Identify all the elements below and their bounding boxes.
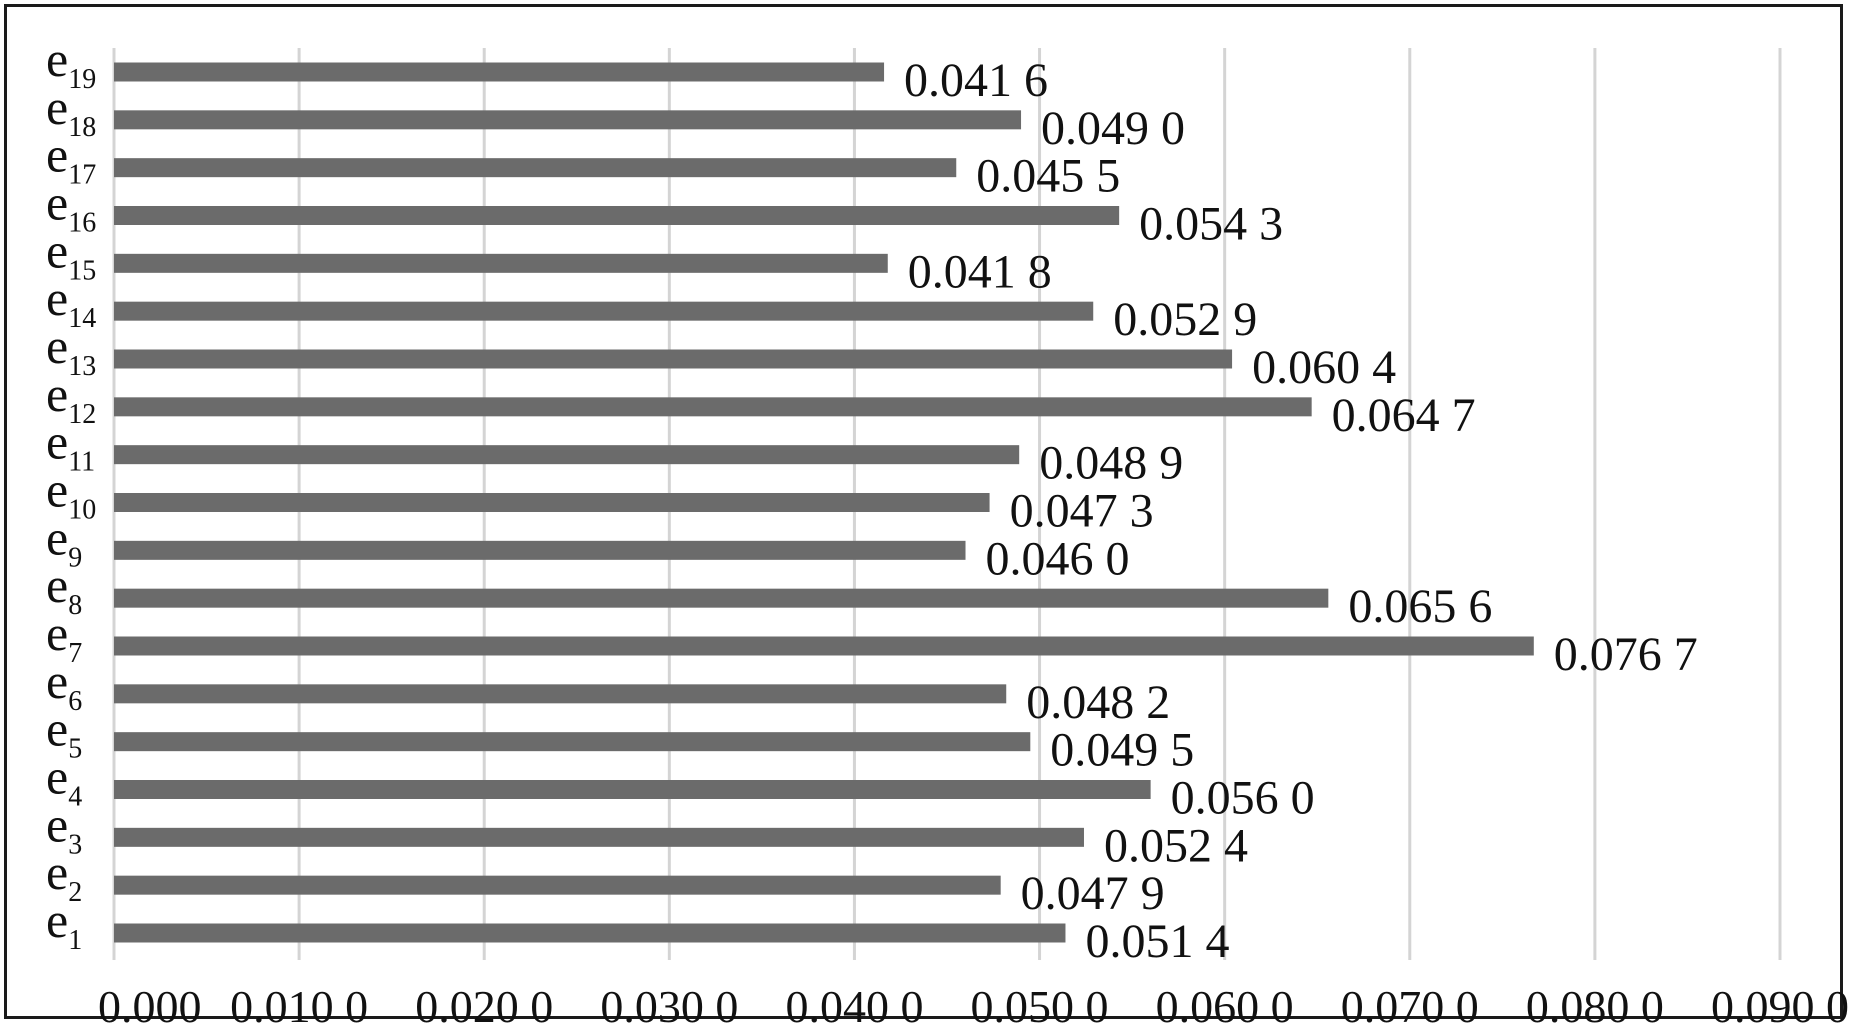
data-label: 0.064 7 bbox=[1332, 389, 1476, 442]
bars bbox=[114, 62, 1534, 943]
x-tick-label: 0.070 0 bbox=[1341, 981, 1479, 1027]
bar bbox=[114, 110, 1022, 130]
bar bbox=[114, 780, 1151, 799]
y-category-label: e14 bbox=[46, 270, 96, 334]
y-category-label: e5 bbox=[46, 701, 82, 765]
x-tick-label: 0.050 0 bbox=[971, 981, 1109, 1027]
bar bbox=[114, 206, 1120, 225]
data-label: 0.046 0 bbox=[986, 532, 1130, 585]
bar bbox=[114, 588, 1329, 608]
y-category-label: e1 bbox=[46, 892, 82, 956]
data-label: 0.047 3 bbox=[1010, 485, 1154, 538]
bar bbox=[114, 493, 990, 512]
y-category-label: e3 bbox=[46, 796, 82, 860]
bar bbox=[114, 636, 1534, 656]
x-tick-label: 0.010 0 bbox=[230, 981, 368, 1027]
y-axis-categories: e1e2e3e4e5e6e7e8e9e10e11e12e13e14e15e16e… bbox=[46, 31, 96, 956]
data-label: 0.052 9 bbox=[1113, 293, 1257, 346]
bar bbox=[114, 158, 957, 178]
y-category-label: e4 bbox=[46, 749, 82, 813]
data-label: 0.047 9 bbox=[1021, 867, 1165, 920]
x-tick-label: 0.030 0 bbox=[600, 981, 738, 1027]
x-tick-label: 0.090 0 bbox=[1711, 981, 1849, 1027]
data-label: 0.048 9 bbox=[1039, 437, 1183, 490]
data-labels: 0.051 40.047 90.052 40.056 00.049 50.048… bbox=[904, 54, 1698, 968]
y-category-label: e12 bbox=[46, 366, 96, 430]
x-tick-label: 0.080 0 bbox=[1526, 981, 1664, 1027]
data-label: 0.041 6 bbox=[904, 54, 1048, 107]
y-category-label: e16 bbox=[46, 175, 96, 239]
bar bbox=[114, 827, 1084, 847]
y-category-label: e18 bbox=[46, 79, 96, 143]
y-category-label: e7 bbox=[46, 605, 82, 669]
y-category-label: e11 bbox=[46, 414, 95, 478]
data-label: 0.054 3 bbox=[1139, 198, 1283, 251]
data-label: 0.056 0 bbox=[1171, 772, 1315, 825]
data-label: 0.045 5 bbox=[976, 150, 1120, 203]
bar bbox=[114, 923, 1066, 943]
bar bbox=[114, 301, 1094, 321]
y-category-label: e8 bbox=[46, 557, 82, 621]
x-tick-label: 0.040 0 bbox=[785, 981, 923, 1027]
data-label: 0.041 8 bbox=[908, 245, 1052, 298]
x-tick-label: 0.060 0 bbox=[1156, 981, 1294, 1027]
data-label: 0.051 4 bbox=[1085, 915, 1229, 968]
bar bbox=[114, 445, 1020, 465]
y-category-label: e13 bbox=[46, 318, 96, 382]
x-axis-ticks: 0.000 0.010 0 0.020 0 0.030 0 0.040 0 0.050 0… bbox=[98, 981, 1849, 1027]
bar bbox=[114, 253, 888, 273]
x-tick-label: 0.000 bbox=[98, 981, 202, 1027]
bar bbox=[114, 397, 1312, 417]
data-label: 0.049 5 bbox=[1050, 724, 1194, 777]
data-label: 0.065 6 bbox=[1348, 580, 1492, 633]
y-category-label: e19 bbox=[46, 31, 96, 95]
data-label: 0.076 7 bbox=[1554, 628, 1698, 681]
data-label: 0.048 2 bbox=[1026, 676, 1170, 729]
bar bbox=[114, 732, 1031, 752]
y-category-label: e17 bbox=[46, 127, 96, 191]
gridlines bbox=[112, 48, 1782, 960]
x-tick-label: 0.020 0 bbox=[415, 981, 553, 1027]
data-label: 0.060 4 bbox=[1252, 341, 1396, 394]
bar bbox=[114, 349, 1233, 369]
data-label: 0.052 4 bbox=[1104, 819, 1248, 872]
bar bbox=[114, 540, 966, 560]
data-label: 0.049 0 bbox=[1041, 102, 1185, 155]
y-category-label: e9 bbox=[46, 509, 82, 573]
y-category-label: e10 bbox=[46, 462, 96, 526]
y-category-label: e15 bbox=[46, 222, 96, 286]
bar bbox=[114, 875, 1001, 895]
y-category-label: e6 bbox=[46, 653, 82, 717]
y-category-label: e2 bbox=[46, 844, 82, 908]
bar bbox=[114, 684, 1007, 704]
bar bbox=[114, 62, 885, 82]
